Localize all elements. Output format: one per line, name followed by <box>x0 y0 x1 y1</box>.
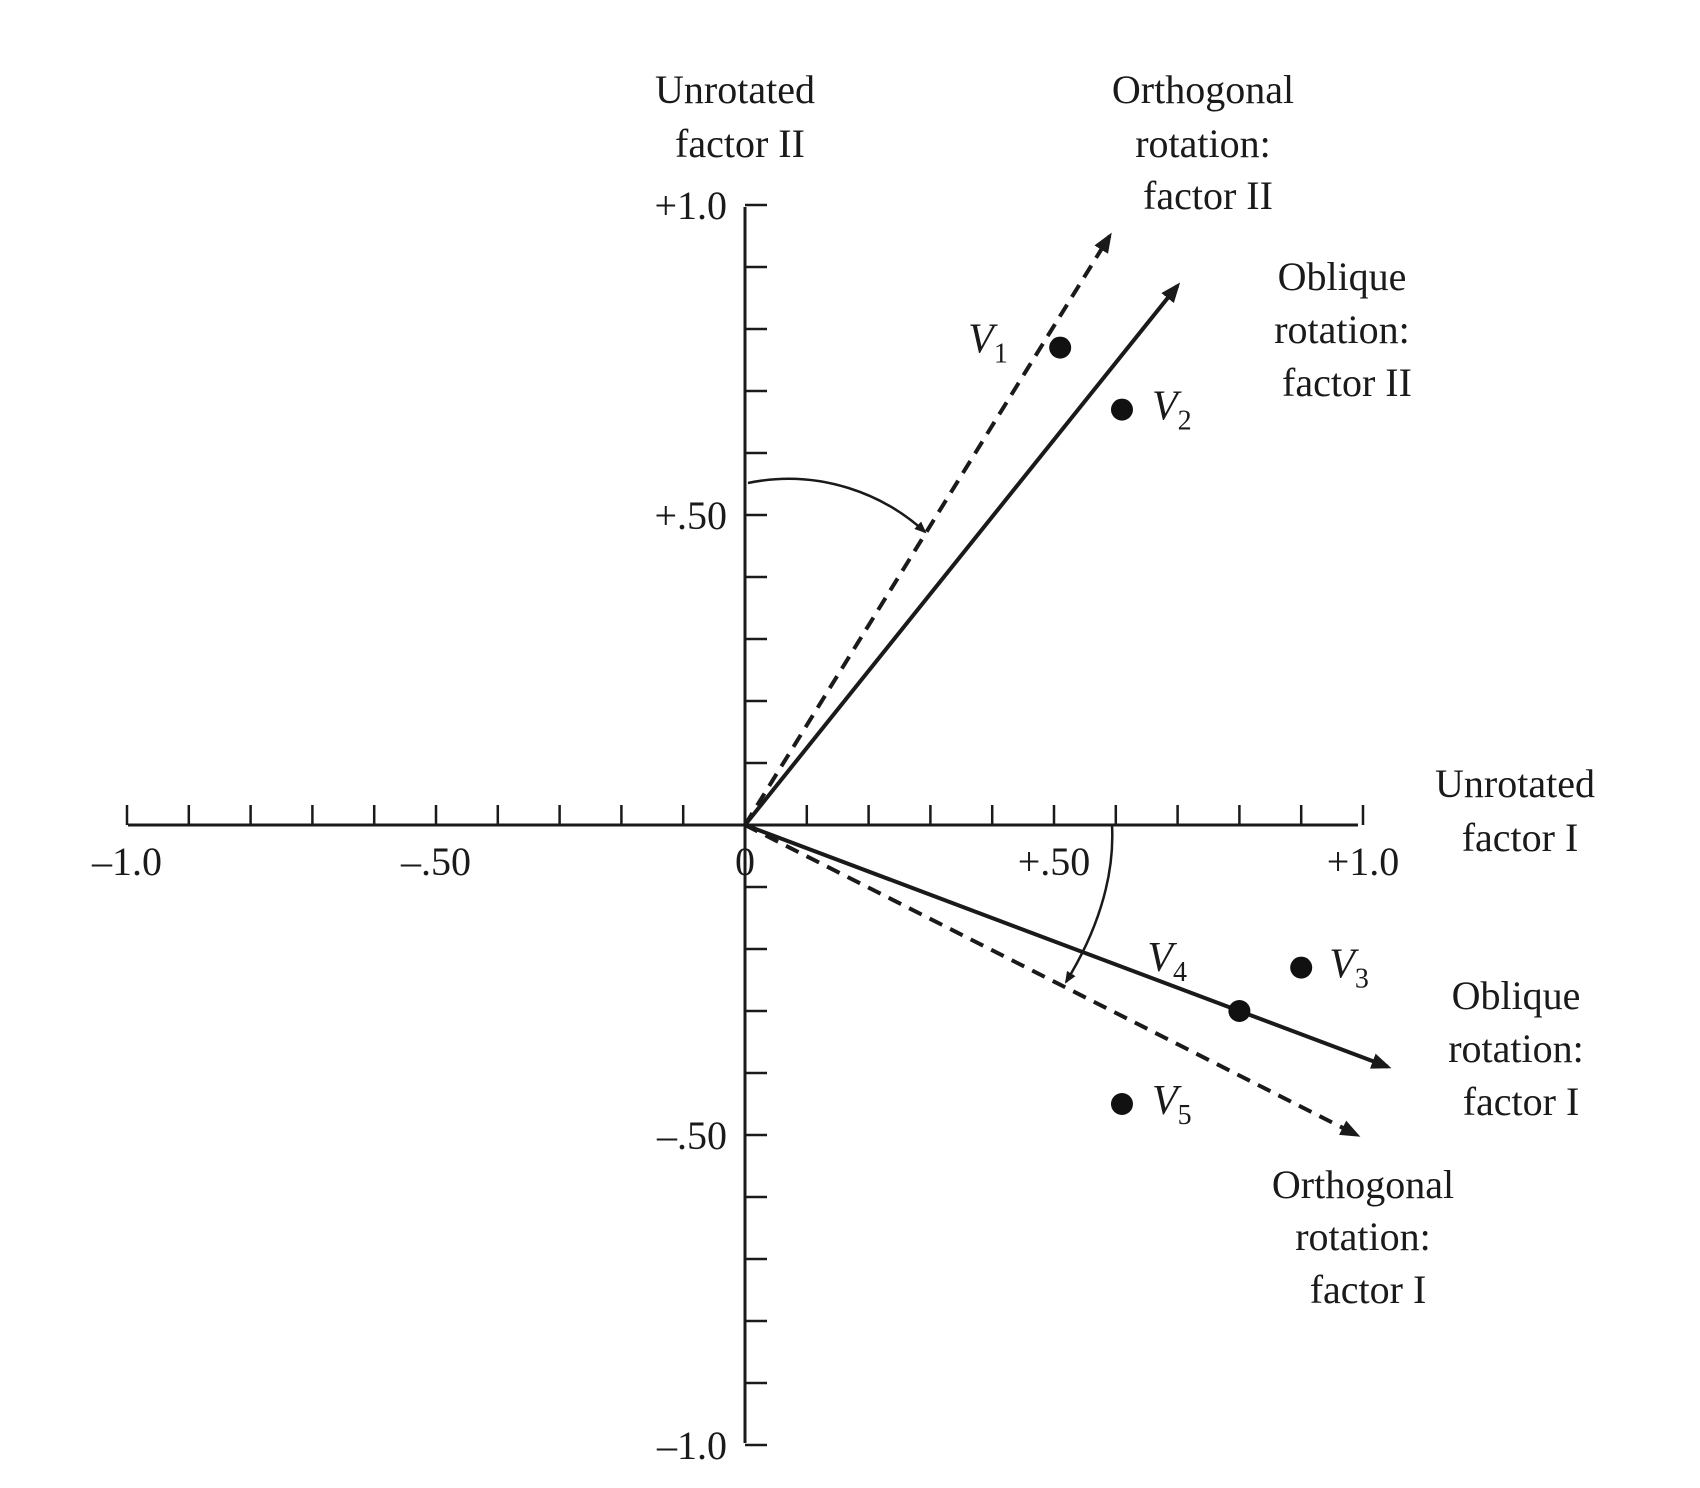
rotation-arc-factor-i <box>1064 824 1114 984</box>
point-label-v3: V3 <box>1329 942 1369 995</box>
oblique-factor-ii-label: Oblique rotation: factor II <box>1274 254 1420 405</box>
x-axis-ticks: –1.0 –.50 0 +.50 +1.0 <box>91 805 1399 884</box>
orthogonal-factor-ii-label: Orthogonal rotation: factor II <box>1112 67 1304 218</box>
rotation-arc-factor-ii <box>747 477 927 534</box>
x-tick-label-1.0: +1.0 <box>1327 839 1400 884</box>
point-label-v4: V4 <box>1147 935 1187 988</box>
x-tick-label-0.5: +.50 <box>1018 839 1091 884</box>
variable-points: V1 V2 V3 V4 V5 <box>968 317 1369 1131</box>
point-label-v2: V2 <box>1152 384 1192 437</box>
y-axis-ticks: +1.0 +.50 –.50 –1.0 <box>654 183 767 1468</box>
point-v3 <box>1290 956 1313 979</box>
x-tick-label--1.0: –1.0 <box>91 839 162 884</box>
x-tick-label-0.0: 0 <box>735 839 755 884</box>
y-tick-label--1.0: –1.0 <box>656 1423 727 1468</box>
point-v4 <box>1228 1000 1251 1022</box>
y-tick-label-1.0: +1.0 <box>654 183 727 228</box>
orthogonal-factor-i-label: Orthogonal rotation: factor I <box>1272 1162 1464 1312</box>
point-label-v5: V5 <box>1152 1078 1192 1131</box>
point-label-v1: V1 <box>968 317 1008 370</box>
oblique-factor-i-axis <box>744 823 1392 1069</box>
y-axis-label: Unrotated factor II <box>655 67 825 166</box>
point-v1 <box>1049 336 1072 359</box>
y-tick-label-0.5: +.50 <box>654 493 727 538</box>
oblique-factor-i-label: Oblique rotation: factor I <box>1448 973 1594 1124</box>
oblique-factor-ii-axis <box>743 282 1181 827</box>
point-v2 <box>1110 398 1133 421</box>
y-tick-label--0.5: –.50 <box>656 1113 727 1158</box>
orthogonal-factor-ii-axis <box>743 232 1112 827</box>
point-v5 <box>1110 1093 1133 1115</box>
x-axis-label: Unrotated factor I <box>1435 761 1605 860</box>
x-tick-label--0.5: –.50 <box>400 839 471 884</box>
